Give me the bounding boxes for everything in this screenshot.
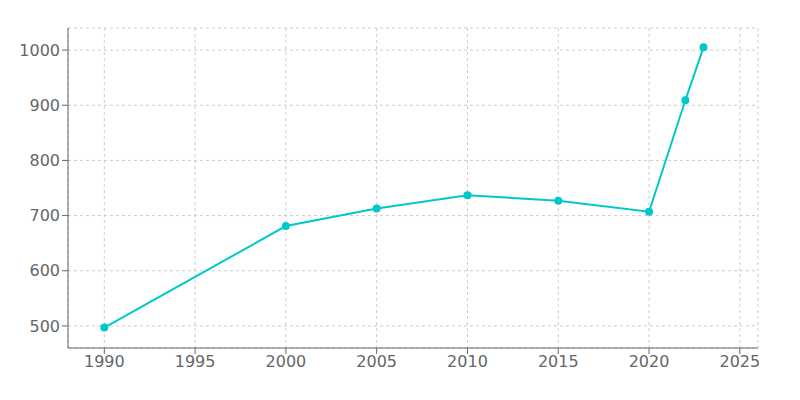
svg-text:1995: 1995 bbox=[175, 352, 216, 371]
svg-text:2010: 2010 bbox=[447, 352, 488, 371]
svg-text:1990: 1990 bbox=[84, 352, 125, 371]
svg-text:800: 800 bbox=[29, 151, 60, 170]
svg-text:900: 900 bbox=[29, 96, 60, 115]
svg-text:2020: 2020 bbox=[629, 352, 670, 371]
svg-text:600: 600 bbox=[29, 261, 60, 280]
svg-text:2000: 2000 bbox=[266, 352, 307, 371]
svg-text:2005: 2005 bbox=[356, 352, 397, 371]
svg-text:500: 500 bbox=[29, 317, 60, 336]
svg-text:2025: 2025 bbox=[719, 352, 760, 371]
svg-text:1000: 1000 bbox=[19, 41, 60, 60]
svg-text:2015: 2015 bbox=[538, 352, 579, 371]
svg-text:700: 700 bbox=[29, 206, 60, 225]
